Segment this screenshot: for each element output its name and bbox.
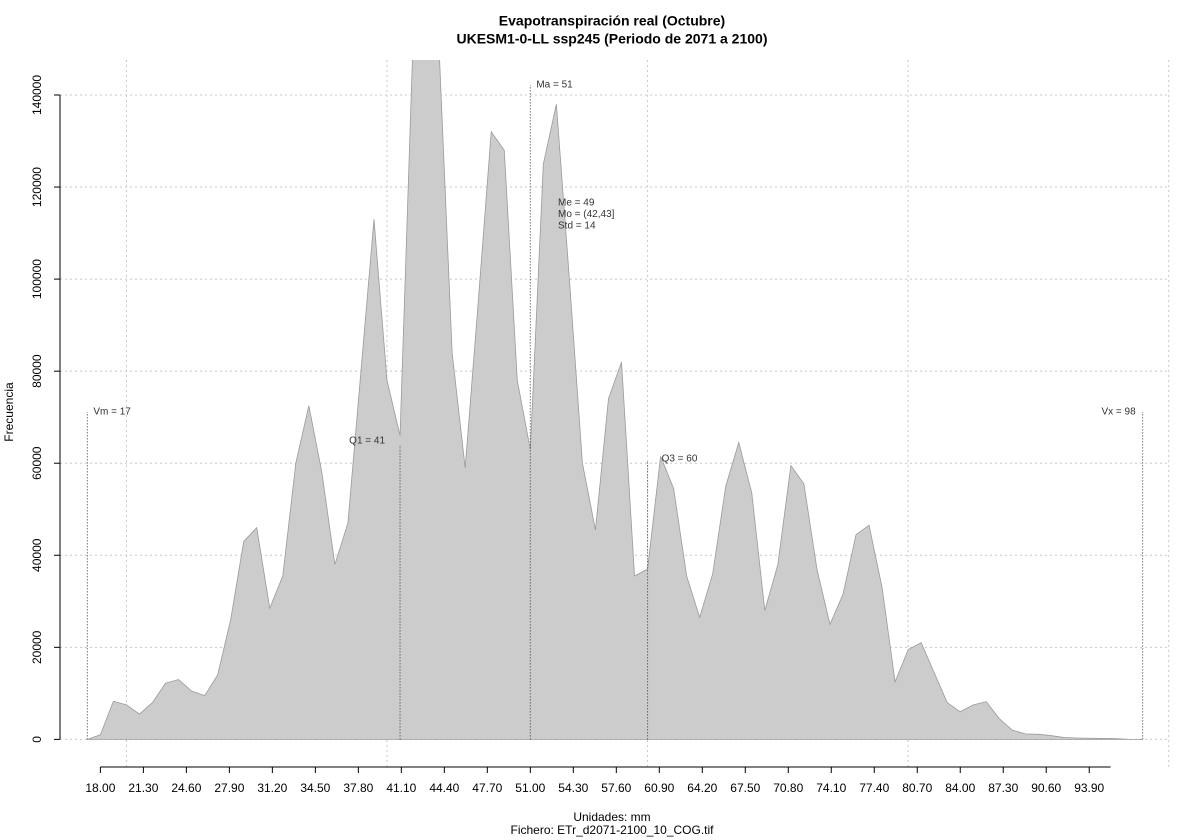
- y-tick-label: 40000: [30, 538, 44, 572]
- y-tick-label: 0: [30, 736, 44, 743]
- stats-label: Mo = (42,43]: [558, 209, 615, 220]
- x-axis-label: Unidades: mm: [573, 810, 650, 824]
- x-tick-label: 54.30: [558, 781, 588, 795]
- y-tick-label: 60000: [30, 446, 44, 480]
- x-tick-label: 87.30: [988, 781, 1018, 795]
- x-tick-label: 93.90: [1074, 781, 1104, 795]
- x-tick-label: 67.50: [730, 781, 760, 795]
- chart-subtitle: UKESM1-0-LL ssp245 (Periodo de 2071 a 21…: [457, 31, 768, 47]
- y-tick-label: 80000: [30, 354, 44, 388]
- x-tick-label: 74.10: [816, 781, 846, 795]
- annotation-label: Vm = 17: [93, 407, 131, 418]
- x-tick-label: 31.20: [257, 781, 287, 795]
- x-tick-label: 47.70: [472, 781, 502, 795]
- annotation-label: Q1 = 41: [349, 436, 385, 447]
- x-tick-label: 37.80: [343, 781, 373, 795]
- x-tick-label: 51.00: [515, 781, 545, 795]
- y-tick-label: 100000: [30, 259, 44, 299]
- stats-label: Std = 14: [558, 221, 596, 232]
- stats-label: Me = 49: [558, 198, 595, 209]
- annotation-label: Q3 = 60: [662, 454, 698, 465]
- x-tick-label: 60.90: [644, 781, 674, 795]
- y-tick-label: 20000: [30, 630, 44, 664]
- x-tick-label: 34.50: [300, 781, 330, 795]
- x-tick-label: 80.70: [902, 781, 932, 795]
- x-tick-label: 44.40: [429, 781, 459, 795]
- x-tick-label: 84.00: [945, 781, 975, 795]
- chart-title: Evapotranspiración real (Octubre): [499, 13, 725, 29]
- x-tick-label: 21.30: [128, 781, 158, 795]
- x-tick-label: 24.60: [171, 781, 201, 795]
- x-tick-label: 18.00: [85, 781, 115, 795]
- x-tick-label: 27.90: [214, 781, 244, 795]
- x-tick-label: 64.20: [687, 781, 717, 795]
- y-tick-label: 140000: [30, 75, 44, 115]
- footnote: Fichero: ETr_d2071-2100_10_COG.tif: [511, 823, 715, 837]
- y-tick-label: 120000: [30, 167, 44, 207]
- x-tick-label: 41.10: [386, 781, 416, 795]
- y-axis-label: Frecuencia: [2, 382, 16, 442]
- annotation-label: Vx = 98: [1101, 407, 1136, 418]
- x-tick-label: 77.40: [859, 781, 889, 795]
- area: [87, 60, 1143, 740]
- x-tick-label: 57.60: [601, 781, 631, 795]
- x-tick-label: 90.60: [1031, 781, 1061, 795]
- annotation-label: Ma = 51: [536, 80, 573, 91]
- x-tick-label: 70.80: [773, 781, 803, 795]
